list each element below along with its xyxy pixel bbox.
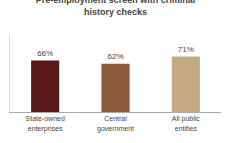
svg-text:62%: 62%: [107, 52, 123, 61]
svg-text:71%: 71%: [178, 45, 194, 54]
svg-text:State-ownedenterprises: State-ownedenterprises: [26, 115, 65, 132]
svg-text:All publicentities: All publicentities: [172, 115, 201, 131]
svg-text:66%: 66%: [37, 49, 53, 58]
svg-text:Centralgovernment: Centralgovernment: [97, 115, 134, 132]
svg-text:Pre-employment screen with cri: Pre-employment screen with criminalhisto…: [36, 0, 196, 17]
